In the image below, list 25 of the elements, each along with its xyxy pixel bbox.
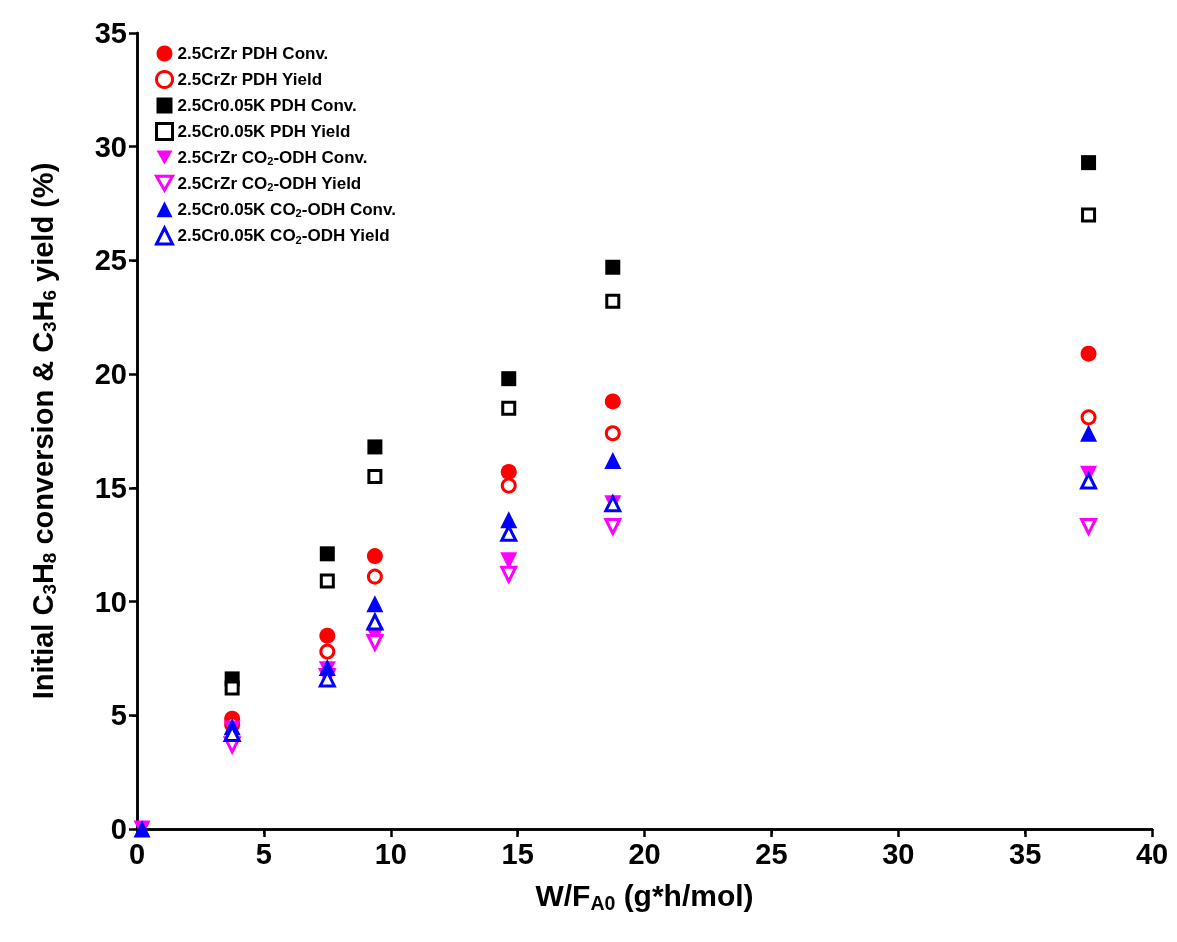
x-tick-label: 10 bbox=[374, 837, 407, 870]
x-tick-label: 25 bbox=[755, 837, 788, 870]
legend-label: 2.5CrZr PDH Conv. bbox=[177, 44, 329, 63]
legend-label: 2.5CrZr PDH Yield bbox=[177, 70, 323, 89]
text: Initial C3H8 conversion & C3H6 yield (%) bbox=[26, 162, 60, 700]
x-tick-label: 15 bbox=[501, 837, 534, 870]
y-tick-label: 30 bbox=[94, 130, 127, 163]
y-tick-label: 0 bbox=[110, 813, 127, 845]
legend-label: 2.5CrZr CO2-ODH Conv. bbox=[177, 148, 368, 168]
y-tick-label: 10 bbox=[94, 585, 127, 618]
y-tick-label: 20 bbox=[94, 358, 127, 391]
y-tick-label: 15 bbox=[94, 471, 127, 504]
y-tick-label: 25 bbox=[94, 244, 127, 277]
legend-label: 2.5Cr0.05K PDH Yield bbox=[177, 122, 351, 141]
x-tick-label: 20 bbox=[628, 837, 661, 870]
x-tick-label: 30 bbox=[882, 837, 915, 870]
legend-label: 2.5Cr0.05K PDH Conv. bbox=[177, 96, 357, 115]
legend-label: 2.5CrZr CO2-ODH Yield bbox=[177, 173, 362, 194]
x-tick-label: 35 bbox=[1008, 837, 1042, 870]
y-tick-label: 35 bbox=[94, 17, 127, 49]
y-tick-label: 5 bbox=[110, 699, 127, 732]
legend-label: 2.5Cr0.05K CO2-ODH Yield bbox=[177, 226, 390, 246]
legend-label: 2.5Cr0.05K CO2-ODH Conv. bbox=[177, 199, 396, 219]
x-tick-label: 5 bbox=[255, 837, 272, 870]
x-tick-label: 40 bbox=[1135, 837, 1169, 870]
